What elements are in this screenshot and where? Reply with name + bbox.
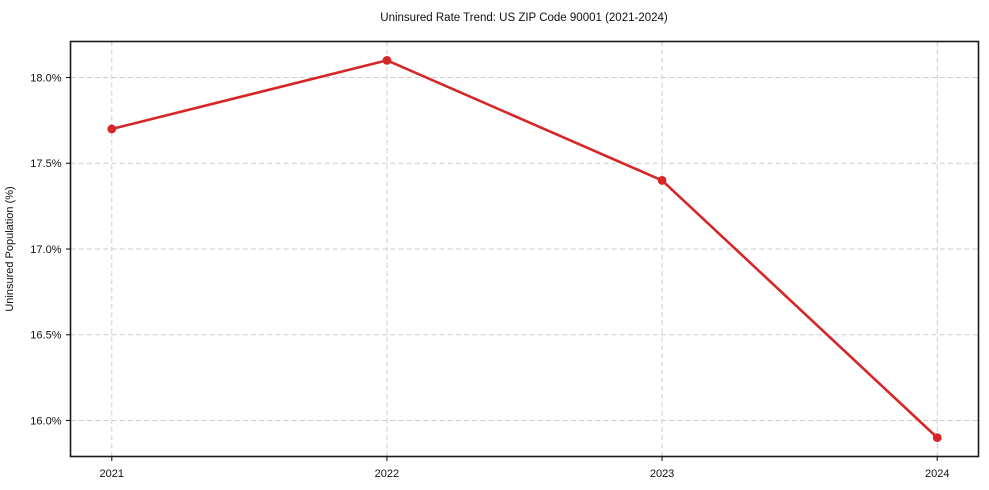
data-point xyxy=(382,55,392,65)
y-tick-label: 18.0% xyxy=(30,72,61,84)
y-tick-label: 17.5% xyxy=(30,158,61,170)
data-point xyxy=(657,176,667,185)
y-tick-label: 16.0% xyxy=(30,415,61,427)
tick-layer: 2021 2022 2023 2024 16.0% 16.5% 17.0% 17.5% 18.0… xyxy=(30,72,949,480)
data-point xyxy=(107,124,117,134)
y-tick-label: 17.0% xyxy=(30,244,61,256)
x-tick-label: 2023 xyxy=(650,468,674,480)
y-axis-label: Uninsured Population (%) xyxy=(4,186,16,311)
x-tick-label: 2024 xyxy=(925,468,949,480)
y-tick-label: 16.5% xyxy=(30,330,61,342)
series-layer xyxy=(107,55,942,443)
data-point xyxy=(932,433,942,443)
x-tick-label: 2022 xyxy=(375,468,399,480)
x-tick-label: 2021 xyxy=(100,468,124,480)
trend-line xyxy=(110,59,939,439)
grid-layer xyxy=(70,41,979,457)
chart-title: Uninsured Rate Trend: US ZIP Code 90001 … xyxy=(380,12,668,24)
